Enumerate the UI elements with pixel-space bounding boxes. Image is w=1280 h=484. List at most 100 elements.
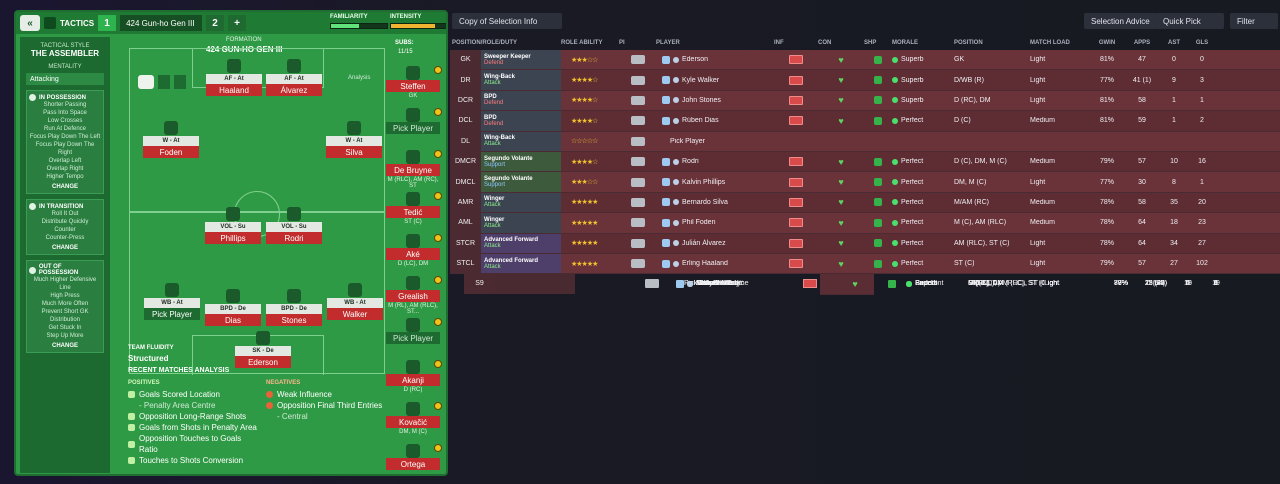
pitch-player-card[interactable]: WB - At Pick Player xyxy=(144,298,200,320)
pi-cell[interactable] xyxy=(633,279,670,289)
role-duty-cell[interactable]: Advanced Forward Attack xyxy=(481,253,561,274)
pi-cell[interactable] xyxy=(619,177,656,187)
analysis-toggle[interactable]: Analysis xyxy=(348,75,371,81)
player-instructions-icon[interactable] xyxy=(630,259,645,269)
player-cell[interactable]: John Stones xyxy=(656,96,774,105)
pitch-player-card[interactable]: SK - De Ederson xyxy=(235,346,291,368)
player-cell[interactable]: Phil Foden xyxy=(656,218,774,227)
table-row[interactable]: AMR Winger Attack ★★★★★ Bernardo Silva ♥ Perfe… xyxy=(450,192,1280,214)
list-icon[interactable] xyxy=(174,75,186,89)
chart-icon[interactable] xyxy=(158,75,170,89)
pi-cell[interactable] xyxy=(619,157,656,167)
tactic-slot-1[interactable]: 1 xyxy=(98,15,117,31)
column-header[interactable]: AST xyxy=(1168,40,1180,46)
column-header[interactable]: ROLE ABILITY xyxy=(561,40,603,46)
role-duty-cell[interactable]: BPD Defend xyxy=(481,90,561,111)
player-instructions-icon[interactable] xyxy=(630,116,645,126)
formation-name[interactable]: 424 GUN-HO GEN III xyxy=(206,45,283,54)
role-duty-cell[interactable]: BPD Defend xyxy=(481,111,561,131)
table-row[interactable]: DR Wing-Back Attack ★★★★☆ Kyle Walker ♥ Superb… xyxy=(450,70,1280,91)
role-duty-cell[interactable]: Segundo Volante Support xyxy=(481,172,561,192)
pitch-player-card[interactable]: BPD - De Dias xyxy=(205,304,261,326)
sub-player-card[interactable]: Pick Player xyxy=(386,122,440,134)
pitch-player-card[interactable]: W - At Silva xyxy=(326,136,382,158)
sub-player-card[interactable]: Kovačić xyxy=(386,416,440,428)
change-transition-button[interactable]: CHANGE xyxy=(51,245,78,251)
quick-pick-button[interactable]: Quick Pick xyxy=(1156,13,1224,29)
style-name[interactable]: THE ASSEMBLER xyxy=(30,49,100,58)
table-row[interactable]: DL Wing-Back Attack ☆☆☆☆☆ Pick Player xyxy=(450,131,1280,152)
column-header[interactable]: MATCH LOAD xyxy=(1030,40,1070,46)
player-instructions-icon[interactable] xyxy=(630,136,645,146)
change-possession-button[interactable]: CHANGE xyxy=(51,184,78,190)
pi-cell[interactable] xyxy=(619,75,656,85)
player-cell[interactable]: Rodri xyxy=(656,157,774,166)
sub-player-card[interactable]: Ortega xyxy=(386,458,440,470)
role-duty-cell[interactable]: Advanced Forward Attack xyxy=(481,233,561,253)
player-cell[interactable]: Ederson xyxy=(656,55,774,64)
pi-cell[interactable] xyxy=(619,259,656,269)
table-row[interactable]: S9 Mateo Kovačić ♥ Superb DM, M (C) Light 77% 2… xyxy=(464,274,1218,295)
player-cell[interactable]: Kalvin Phillips xyxy=(656,178,774,187)
sub-player-card[interactable]: Grealish xyxy=(386,290,440,302)
tactic-slot-2[interactable]: 2 xyxy=(206,15,225,31)
pi-cell[interactable] xyxy=(619,116,656,126)
player-instructions-icon[interactable] xyxy=(630,238,645,248)
player-instructions-icon[interactable] xyxy=(630,157,645,167)
table-row[interactable]: GK Sweeper Keeper Defend ★★★☆☆ Ederson ♥ Super… xyxy=(450,50,1280,71)
player-cell[interactable]: Erling Haaland xyxy=(656,259,774,268)
pitch-player-card[interactable]: AF - At Álvarez xyxy=(266,74,322,96)
sub-player-card[interactable]: De Bruyne xyxy=(386,164,440,176)
pi-cell[interactable] xyxy=(619,218,656,228)
pitch-player-card[interactable]: W - At Foden xyxy=(143,136,199,158)
info-icon[interactable] xyxy=(138,75,154,89)
pi-cell[interactable] xyxy=(619,197,656,207)
column-header[interactable]: APPS xyxy=(1133,40,1151,46)
player-instructions-icon[interactable] xyxy=(644,279,659,289)
player-instructions-icon[interactable] xyxy=(630,218,645,228)
column-header[interactable]: GWIN xyxy=(1098,40,1116,46)
sub-player-card[interactable]: Tedić xyxy=(386,206,440,218)
player-instructions-icon[interactable] xyxy=(630,177,645,187)
sub-player-card[interactable]: Akanji xyxy=(386,374,440,386)
player-cell[interactable]: Rúben Dias xyxy=(656,116,774,125)
player-cell[interactable]: Bernardo Silva xyxy=(656,198,774,207)
pi-cell[interactable] xyxy=(619,136,656,146)
filter-button[interactable]: Filter xyxy=(1230,13,1278,29)
sub-player-card[interactable]: Steffen xyxy=(386,80,440,92)
column-header[interactable]: POSITION xyxy=(954,40,983,46)
add-tactic-button[interactable]: + xyxy=(228,15,247,31)
pitch-player-card[interactable]: BPD - De Stones xyxy=(266,304,322,326)
player-cell[interactable]: Mateo Kovačić xyxy=(670,279,788,288)
collapse-button[interactable]: « xyxy=(20,15,40,31)
table-row[interactable]: STCL Advanced Forward Attack ★★★★★ Erling Ha… xyxy=(450,253,1280,275)
player-instructions-icon[interactable] xyxy=(630,75,645,85)
table-row[interactable]: DCL BPD Defend ★★★★☆ Rúben Dias ♥ Perfect D (C)… xyxy=(450,111,1280,132)
column-header[interactable]: MORALE xyxy=(892,40,918,46)
pitch-player-card[interactable]: VOL - Su Phillips xyxy=(205,222,261,244)
pi-cell[interactable] xyxy=(619,55,656,65)
column-header[interactable]: SHP xyxy=(864,40,877,46)
column-header[interactable]: GLS xyxy=(1195,40,1209,46)
pitch-player-card[interactable]: AF - At Haaland xyxy=(206,74,262,96)
selection-advice-button[interactable]: Selection Advice xyxy=(1084,13,1157,29)
player-cell[interactable]: Pick Player xyxy=(670,280,788,287)
player-cell[interactable]: Kyle Walker xyxy=(656,76,774,85)
table-row[interactable]: STCR Advanced Forward Attack ★★★★★ Julián Ál… xyxy=(450,233,1280,254)
pi-cell[interactable] xyxy=(619,95,656,105)
role-duty-cell[interactable]: Wing-Back Attack xyxy=(481,70,561,90)
sub-player-card[interactable]: Aké xyxy=(386,248,440,260)
table-row[interactable]: DCR BPD Defend ★★★★☆ John Stones ♥ Superb D (RC… xyxy=(450,90,1280,112)
player-instructions-icon[interactable] xyxy=(630,55,645,65)
role-duty-cell[interactable] xyxy=(495,274,575,294)
role-duty-cell[interactable]: Segundo Volante Support xyxy=(481,151,561,172)
pi-cell[interactable] xyxy=(619,238,656,248)
tactic-name-dropdown[interactable]: 424 Gun-ho Gen III xyxy=(120,15,203,31)
analysis-title[interactable]: RECENT MATCHES ANALYSIS xyxy=(128,367,230,374)
table-row[interactable]: DMCR Segundo Volante Support ★★★★☆ Rodri ♥ Per… xyxy=(450,151,1280,173)
change-oop-button[interactable]: CHANGE xyxy=(51,343,78,349)
column-header[interactable]: CON xyxy=(818,40,832,46)
column-header[interactable]: POSITION/ROLE/DUTY xyxy=(452,40,518,46)
player-instructions-icon[interactable] xyxy=(630,197,645,207)
player-cell[interactable]: Pick Player xyxy=(656,138,774,145)
